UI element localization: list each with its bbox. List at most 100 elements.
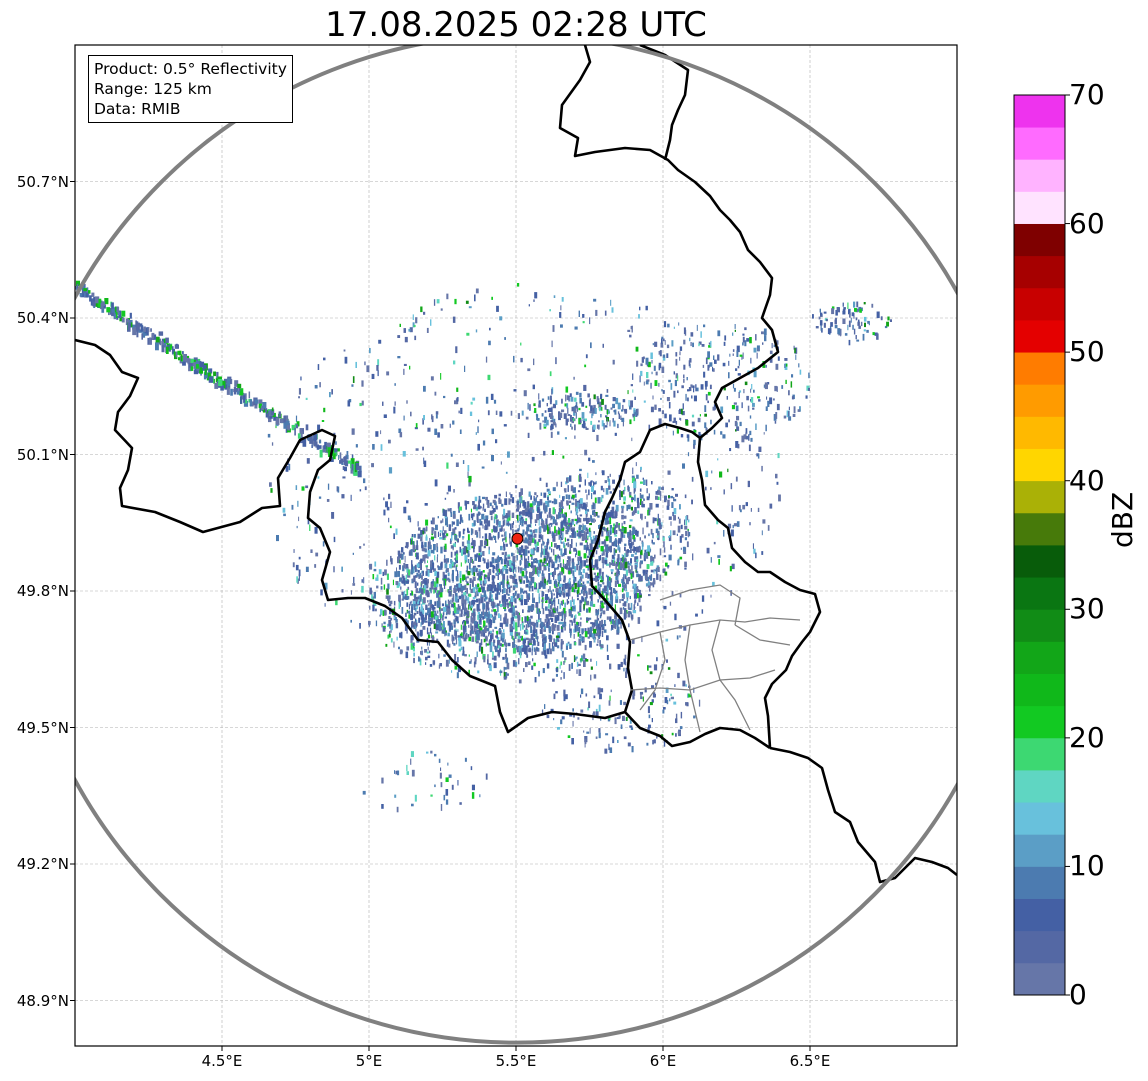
- radar-echo: [667, 565, 669, 569]
- radar-echo: [562, 591, 566, 596]
- radar-echo: [457, 502, 460, 509]
- radar-echo: [546, 622, 548, 628]
- radar-echo: [591, 633, 595, 638]
- radar-echo: [627, 390, 629, 395]
- radar-echo: [585, 507, 587, 511]
- radar-echo: [679, 417, 681, 420]
- radar-echo: [364, 486, 367, 491]
- radar-echo: [534, 519, 538, 523]
- radar-echo: [514, 631, 516, 639]
- radar-echo: [599, 584, 602, 587]
- radar-echo: [427, 607, 430, 614]
- radar-echo: [573, 411, 576, 416]
- radar-echo: [620, 557, 622, 563]
- radar-echo: [781, 385, 784, 389]
- radar-echo: [474, 628, 476, 633]
- radar-echo: [655, 371, 658, 376]
- radar-echo: [471, 636, 475, 642]
- radar-echo: [518, 492, 521, 498]
- radar-echo: [619, 495, 621, 500]
- radar-echo: [557, 574, 561, 581]
- radar-echo: [586, 494, 588, 500]
- radar-echo: [535, 523, 537, 526]
- radar-echo: [798, 363, 800, 368]
- radar-echo: [532, 539, 534, 543]
- radar-echo: [587, 393, 590, 398]
- radar-echo: [433, 623, 436, 629]
- radar-echo: [519, 648, 522, 656]
- radar-echo: [820, 312, 823, 316]
- radar-echo: [397, 335, 401, 338]
- radar-echo: [342, 466, 345, 470]
- radar-echo: [562, 563, 565, 568]
- radar-echo: [620, 567, 623, 570]
- radar-echo: [333, 566, 335, 573]
- radar-echo: [529, 529, 532, 532]
- radar-echo: [647, 550, 650, 556]
- radar-echo: [589, 317, 591, 325]
- radar-echo: [623, 612, 627, 620]
- radar-echo: [597, 638, 599, 644]
- radar-echo: [436, 577, 439, 584]
- radar-echo: [618, 714, 621, 719]
- radar-echo: [673, 515, 676, 521]
- radar-echo: [555, 667, 559, 673]
- radar-echo: [481, 513, 485, 520]
- colorbar-tick-label: 50: [1069, 335, 1105, 369]
- radar-echo: [421, 575, 423, 580]
- radar-echo: [553, 519, 555, 525]
- radar-echo: [626, 505, 628, 511]
- radar-echo: [610, 407, 613, 410]
- radar-echo: [597, 583, 599, 591]
- radar-echo: [427, 634, 431, 639]
- radar-echo: [573, 628, 576, 633]
- radar-echo: [566, 583, 570, 589]
- radar-echo: [165, 337, 169, 343]
- radar-echo: [607, 506, 610, 509]
- radar-echo: [505, 491, 507, 497]
- radar-echo: [92, 299, 96, 307]
- radar-echo: [620, 724, 623, 729]
- radar-echo: [665, 687, 669, 693]
- radar-echo: [755, 334, 757, 341]
- radar-echo: [642, 696, 644, 702]
- radar-echo: [478, 613, 482, 619]
- radar-echo: [601, 470, 605, 476]
- radar-echo: [453, 642, 456, 646]
- radar-echo: [578, 569, 582, 576]
- radar-echo: [326, 499, 330, 502]
- radar-echo: [569, 500, 572, 503]
- radar-echo: [848, 339, 851, 346]
- colorbar-segment: [1014, 480, 1065, 514]
- radar-echo: [542, 591, 545, 597]
- radar-echo: [541, 413, 544, 417]
- radar-echo: [538, 400, 541, 405]
- radar-echo: [271, 442, 274, 446]
- radar-echo: [343, 461, 346, 466]
- range-text: Range: 125 km: [94, 80, 212, 98]
- radar-echo: [530, 564, 533, 568]
- radar-echo: [615, 574, 619, 577]
- radar-echo: [621, 417, 625, 422]
- radar-echo: [578, 531, 582, 538]
- radar-echo: [459, 521, 461, 525]
- radar-echo: [604, 748, 608, 754]
- colorbar-label: dBZ: [1106, 491, 1139, 548]
- radar-echo: [583, 421, 586, 424]
- radar-echo: [583, 531, 586, 538]
- radar-echo: [519, 497, 522, 503]
- radar-echo: [503, 667, 507, 670]
- radar-echo: [591, 413, 593, 419]
- radar-echo: [403, 563, 406, 569]
- radar-echo: [468, 601, 471, 609]
- radar-echo: [585, 405, 588, 408]
- radar-echo: [324, 582, 328, 590]
- radar-echo: [495, 515, 498, 519]
- radar-echo: [592, 410, 594, 416]
- radar-echo: [480, 639, 483, 646]
- radar-echo: [585, 354, 588, 359]
- radar-echo: [244, 394, 247, 400]
- colorbar-segment: [1014, 512, 1065, 546]
- radar-echo: [658, 408, 661, 412]
- radar-echo: [705, 357, 708, 365]
